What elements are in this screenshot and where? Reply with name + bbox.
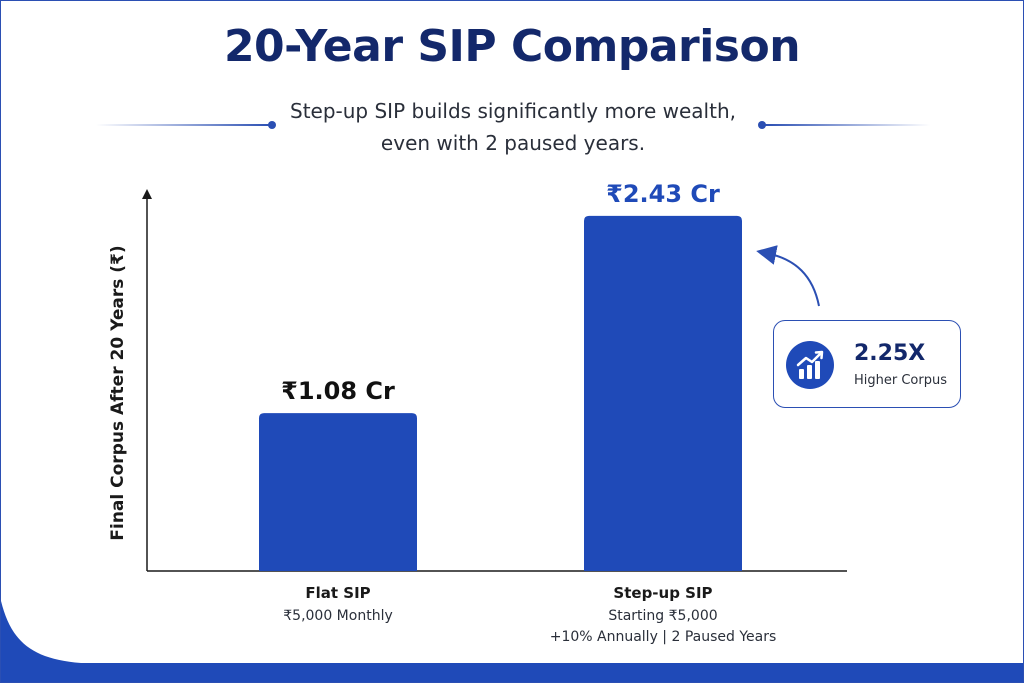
bottom-wave-decoration xyxy=(1,601,1023,682)
decorative-dot-right xyxy=(758,121,766,129)
category-label-1: Step-up SIP xyxy=(613,584,712,602)
callout-text: Higher Corpus xyxy=(854,373,947,388)
decorative-dot-left xyxy=(268,121,276,129)
decorative-line-right xyxy=(765,124,930,126)
page-title: 20-Year SIP Comparison xyxy=(223,21,801,72)
subtitle-line-2: even with 2 paused years. xyxy=(380,131,646,155)
value-label-1: ₹2.43 Cr xyxy=(606,180,720,208)
category-detail-1-0: Starting ₹5,000 xyxy=(608,608,717,624)
callout-value: 2.25X xyxy=(854,341,926,366)
value-label-0: ₹1.08 Cr xyxy=(281,377,395,405)
category-detail-0-0: ₹5,000 Monthly xyxy=(283,608,393,624)
bar-0 xyxy=(259,413,417,571)
subtitle: Step-up SIP builds significantly more we… xyxy=(263,95,763,159)
callout-arrow xyxy=(756,245,820,307)
y-axis-arrow-icon xyxy=(142,189,152,199)
growth-chart-icon xyxy=(786,341,834,389)
bars-group xyxy=(259,215,742,571)
callout-card: 2.25X Higher Corpus xyxy=(773,320,961,408)
category-detail-1-1: +10% Annually | 2 Paused Years xyxy=(550,629,777,645)
subtitle-line-1: Step-up SIP builds significantly more we… xyxy=(290,99,736,123)
category-label-0: Flat SIP xyxy=(305,584,370,602)
y-axis-label: Final Corpus After 20 Years (₹) xyxy=(108,245,128,540)
category-labels-group: Flat SIP ₹5,000 Monthly Step-up SIP Startin… xyxy=(283,584,776,645)
value-labels-group: ₹1.08 Cr ₹2.43 Cr xyxy=(281,180,720,405)
decorative-line-left xyxy=(96,124,271,126)
bar-1 xyxy=(584,215,742,571)
